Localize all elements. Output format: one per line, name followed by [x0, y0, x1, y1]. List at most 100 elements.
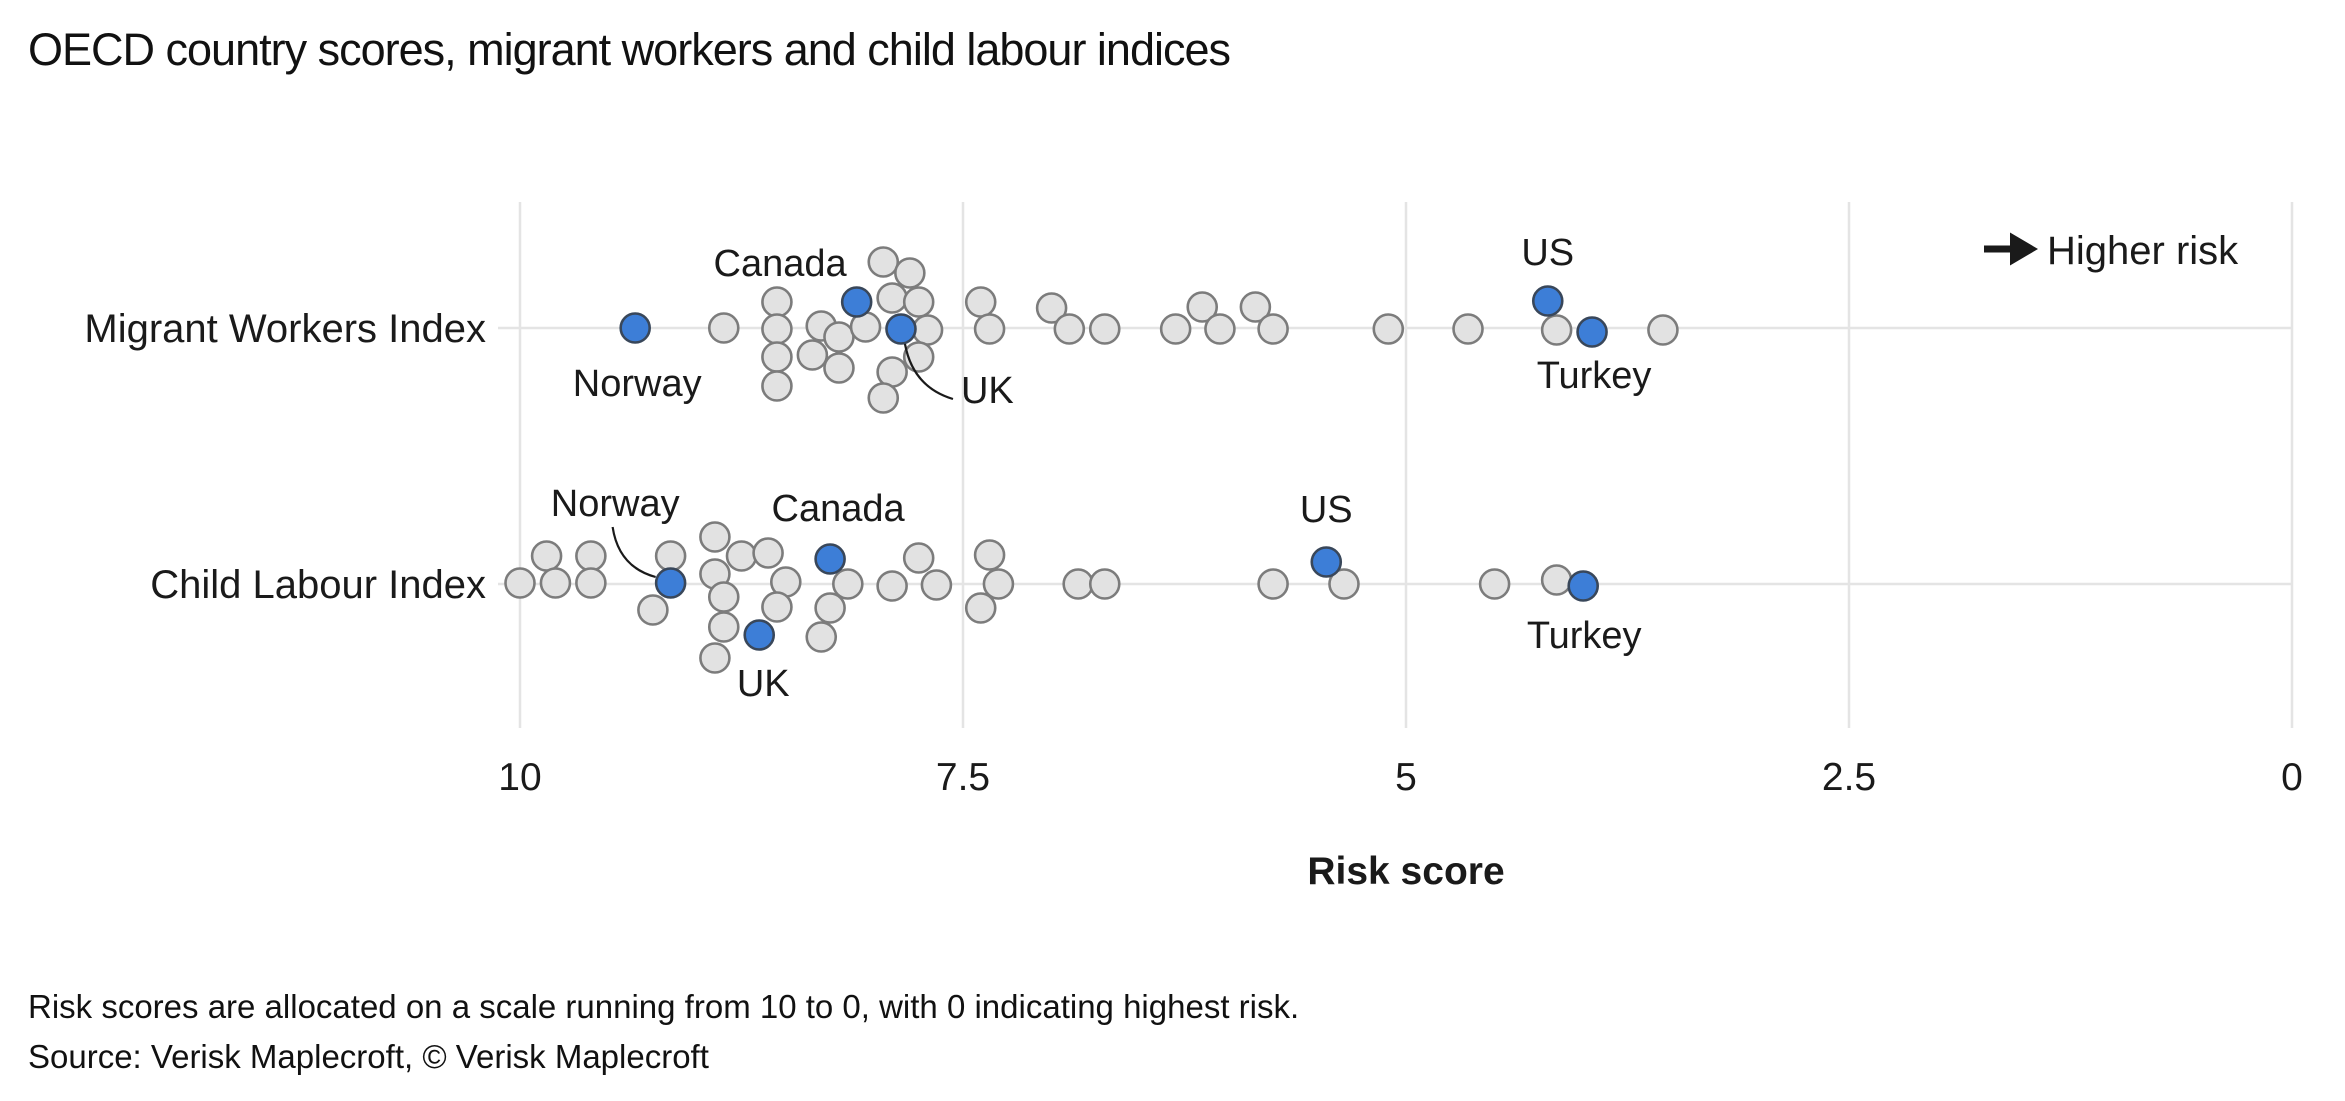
country-annotation: UK [737, 663, 790, 705]
data-point-norway [654, 567, 687, 599]
chart-title: OECD country scores, migrant workers and… [28, 24, 1231, 75]
data-point [1478, 568, 1511, 600]
data-point [823, 321, 855, 353]
higher-risk-note: Higher risk [1984, 229, 2239, 273]
data-point [1452, 313, 1484, 345]
data-point [1035, 292, 1068, 324]
data-point-uk [885, 313, 917, 345]
x-tick-label: 5 [1395, 756, 1417, 799]
data-point [654, 540, 687, 572]
country-annotation: US [1300, 489, 1353, 531]
data-point [761, 341, 793, 373]
country-annotation: US [1521, 232, 1574, 274]
data-point-turkey [1576, 316, 1608, 348]
data-point [752, 537, 784, 569]
data-point [707, 581, 740, 613]
data-point [761, 313, 793, 345]
data-point [876, 282, 908, 314]
data-point [1088, 313, 1121, 345]
annotation-connector-line [611, 526, 656, 579]
data-point [575, 540, 607, 572]
data-point [902, 286, 935, 318]
data-point [964, 592, 997, 624]
country-annotation: Norway [551, 483, 680, 525]
footnotes: Risk scores are allocated on a scale run… [28, 982, 1299, 1082]
row-label: Migrant Workers Index [84, 307, 486, 351]
data-point [867, 246, 900, 278]
data-point [964, 286, 997, 318]
data-point [637, 594, 669, 626]
data-point [761, 286, 793, 318]
country-annotations: Norway Canada UK US Turkey Norway UK Canada US Tu… [551, 232, 1652, 705]
country-annotation: Norway [573, 363, 702, 405]
annotation-connector-line [903, 343, 954, 401]
data-point-norway [619, 312, 651, 344]
data-point [876, 356, 908, 388]
data-point [699, 521, 731, 553]
data-point [539, 567, 572, 599]
data-point [1647, 314, 1679, 346]
row-label: Child Labour Index [150, 563, 486, 607]
data-point [1257, 568, 1289, 600]
data-point-us [1531, 285, 1564, 317]
data-point [973, 313, 1006, 345]
footnote-scale-note: Risk scores are allocated on a scale run… [28, 988, 1300, 1025]
data-point [725, 540, 758, 572]
data-point [973, 539, 1006, 571]
data-point [1186, 291, 1219, 323]
data-point [1257, 313, 1289, 345]
x-tick-label: 2.5 [1822, 756, 1876, 799]
gridlines [518, 202, 2294, 728]
data-point [1159, 313, 1192, 345]
data-point [894, 257, 926, 289]
data-point [920, 569, 953, 601]
x-axis-title: Risk score [1307, 850, 1504, 893]
data-point [1204, 313, 1236, 345]
data-point [1372, 313, 1405, 345]
data-point [796, 339, 829, 371]
row-labels: Migrant Workers Index Child Labour Index [84, 307, 486, 607]
data-point [707, 611, 740, 643]
country-annotation: Turkey [1537, 355, 1652, 397]
data-point [902, 542, 935, 574]
data-point [1328, 568, 1360, 600]
x-tick-label: 0 [2281, 756, 2303, 799]
data-point [575, 567, 607, 599]
data-point [761, 370, 793, 402]
data-point [823, 352, 855, 384]
data-point [707, 312, 740, 344]
data-point [911, 314, 944, 346]
data-point [504, 567, 536, 599]
data-point [530, 540, 563, 572]
higher-risk-arrow-icon [1984, 232, 2038, 266]
data-point [1088, 568, 1121, 600]
data-point [1053, 313, 1086, 345]
x-tick-label: 10 [498, 756, 541, 799]
higher-risk-label: Higher risk [2047, 229, 2239, 273]
data-point [1540, 314, 1573, 346]
data-points [504, 246, 1679, 674]
data-point-turkey [1567, 570, 1599, 602]
data-point [805, 621, 838, 653]
footnote-source: Source: Verisk Maplecroft, © Verisk Mapl… [28, 1038, 709, 1075]
country-annotation: Turkey [1527, 615, 1642, 657]
x-axis-tick-labels: 10 7.5 5 2.5 0 [498, 756, 2303, 799]
data-point [867, 382, 900, 414]
data-point-canada [814, 543, 846, 575]
data-point [982, 568, 1015, 600]
country-annotation: Canada [714, 243, 848, 285]
data-point-uk [743, 619, 776, 651]
data-point [876, 570, 908, 602]
data-point-canada [840, 286, 873, 318]
data-point [1239, 291, 1272, 323]
data-point [1062, 568, 1094, 600]
data-point [832, 568, 864, 600]
country-annotation: UK [961, 370, 1014, 412]
data-point [699, 642, 731, 674]
data-point [1540, 564, 1573, 596]
country-annotation: Canada [772, 488, 906, 530]
data-point-us [1310, 546, 1343, 578]
data-point [761, 591, 793, 623]
